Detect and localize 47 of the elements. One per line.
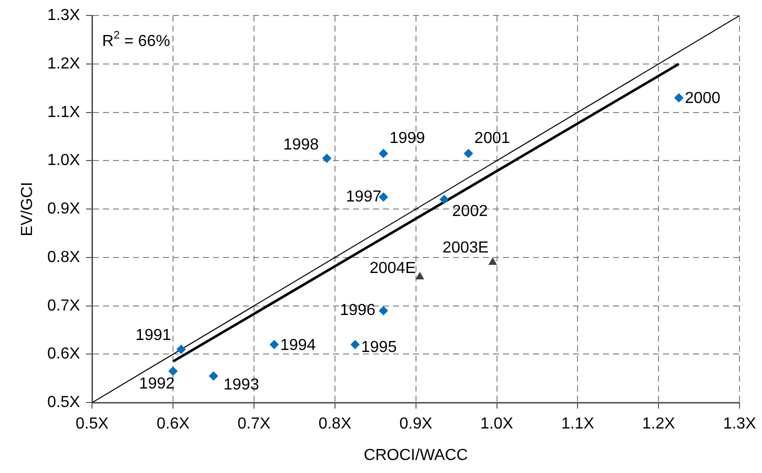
annotation: 2001 bbox=[474, 130, 510, 147]
point bbox=[378, 148, 388, 158]
x-tick-label: 1.0X bbox=[480, 416, 514, 433]
x-tick-label: 0.5X bbox=[76, 416, 109, 433]
point bbox=[464, 148, 473, 158]
annotation: 1994 bbox=[280, 336, 316, 354]
x-tick-label: 1.2X bbox=[642, 416, 676, 433]
x-tick-label: 0.9X bbox=[399, 416, 433, 433]
point bbox=[209, 371, 218, 380]
point bbox=[378, 306, 388, 316]
y-tick-label: 1.1X bbox=[47, 104, 80, 121]
y-tick-label: 0.5X bbox=[47, 394, 80, 412]
x-tick-label: 0.7X bbox=[238, 416, 271, 433]
y-tick-label: 1.3X bbox=[47, 7, 80, 24]
y-tick-label: 1.0X bbox=[47, 152, 80, 170]
point bbox=[416, 272, 424, 280]
point bbox=[176, 344, 186, 354]
point bbox=[440, 194, 449, 204]
annotation: 2004E bbox=[370, 260, 416, 278]
x-tick-label: 1.3X bbox=[723, 416, 756, 433]
point bbox=[488, 258, 497, 265]
annotation: 1993 bbox=[224, 376, 260, 394]
annotation: 1992 bbox=[139, 376, 175, 393]
annotation: 1998 bbox=[283, 136, 319, 154]
annotation: 2000 bbox=[684, 90, 721, 108]
y-tick-label: 0.7X bbox=[47, 297, 80, 314]
annotation: 1999 bbox=[389, 130, 426, 147]
y-tick-label: 0.6X bbox=[47, 346, 80, 363]
x-axis-title: CROCI/WACC bbox=[364, 446, 468, 464]
point bbox=[674, 93, 684, 102]
annotation: 1995 bbox=[361, 338, 397, 356]
y-axis-title: EV/GCI bbox=[19, 182, 36, 236]
annotation: 2002 bbox=[452, 202, 488, 220]
y-tick-label: 1.2X bbox=[47, 55, 80, 72]
point bbox=[270, 340, 279, 350]
annotation: 1997 bbox=[346, 188, 382, 206]
annotation: 2003E bbox=[442, 240, 489, 257]
point bbox=[168, 366, 178, 376]
y-tick-label: 0.9X bbox=[47, 200, 80, 218]
y-tick-label: 0.8X bbox=[47, 248, 80, 266]
point bbox=[322, 154, 332, 163]
x-tick-label: 0.8X bbox=[318, 416, 352, 433]
annotation: 1996 bbox=[340, 302, 376, 320]
annotation: 1991 bbox=[136, 326, 172, 344]
x-tick-label: 1.1X bbox=[561, 416, 594, 433]
x-tick-label: 0.6X bbox=[156, 416, 190, 433]
point bbox=[350, 340, 360, 350]
